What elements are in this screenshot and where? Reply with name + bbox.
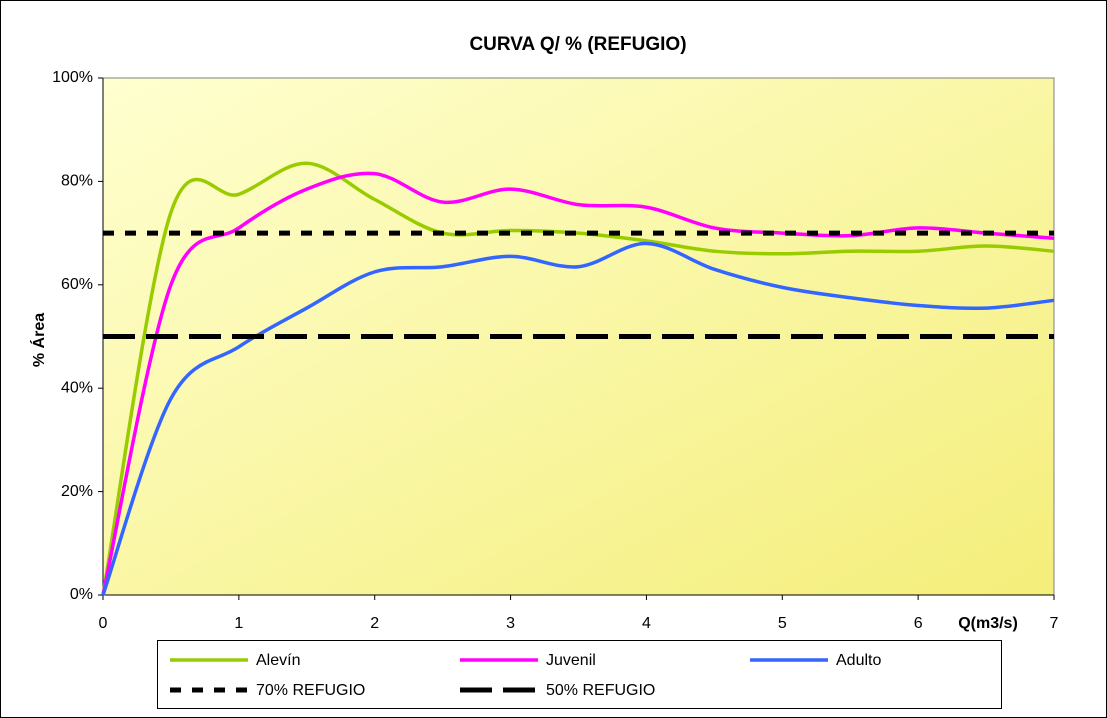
x-tick-label: 6: [914, 615, 923, 632]
chart-title: CURVA Q/ % (REFUGIO): [469, 34, 686, 55]
x-tick-label: 0: [99, 615, 108, 632]
y-tick-label: 20%: [61, 483, 93, 500]
y-tick-label: 100%: [52, 69, 93, 86]
y-tick-label: 0%: [70, 586, 93, 603]
legend: [157, 640, 1002, 709]
x-tick-label: 3: [506, 615, 515, 632]
x-tick-label: 5: [778, 615, 787, 632]
y-tick-label: 40%: [61, 379, 93, 396]
legend-label: Adulto: [836, 652, 881, 669]
legend-label: Alevín: [256, 652, 300, 669]
x-axis-label: Q(m3/s): [958, 615, 1018, 632]
series-line: [101, 241, 1055, 596]
x-tick-label: 4: [642, 615, 651, 632]
y-tick-label: 60%: [61, 276, 93, 293]
x-tick-label: 1: [234, 615, 243, 632]
y-tick-label: 80%: [61, 173, 93, 190]
legend-label: 70% REFUGIO: [256, 682, 365, 699]
x-tick-label: 2: [370, 615, 379, 632]
legend-label: 50% REFUGIO: [546, 682, 655, 699]
x-tick-label: 7: [1050, 615, 1059, 632]
y-axis-label: % Área: [29, 313, 48, 367]
legend-label: Juvenil: [546, 652, 596, 669]
